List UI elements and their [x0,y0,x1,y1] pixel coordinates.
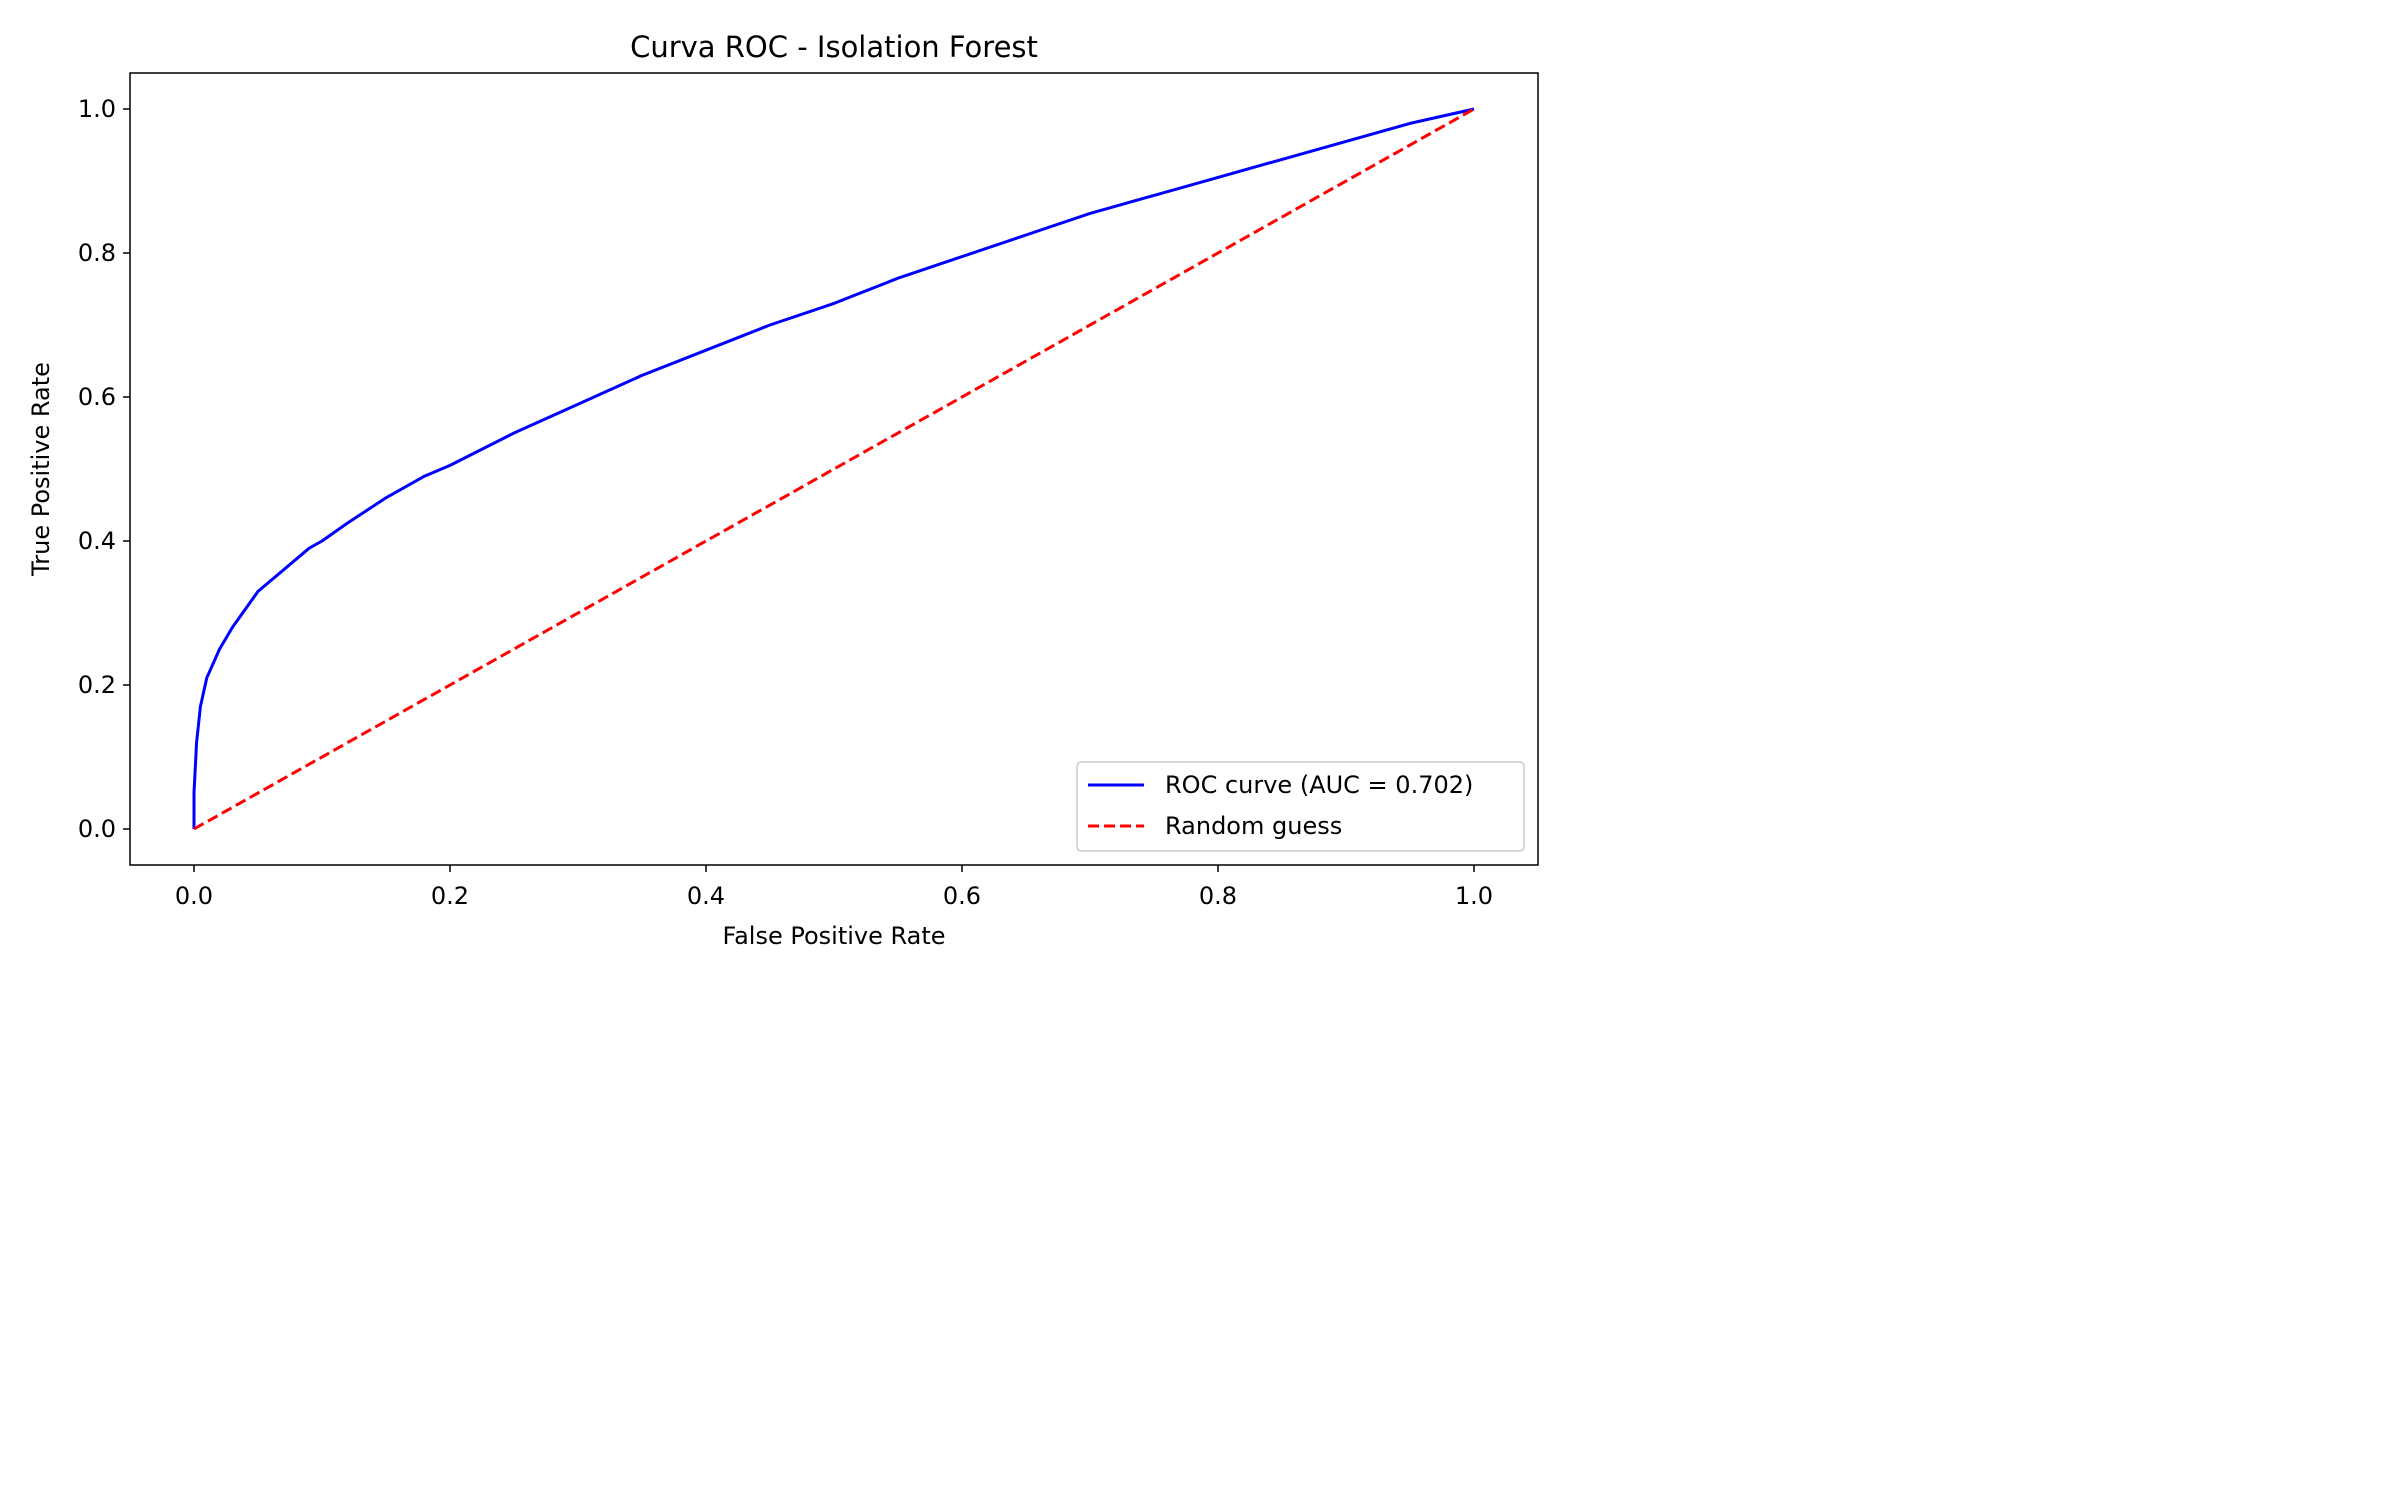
axes-frame [129,72,1539,866]
x-tick-label: 0.0 [175,882,213,910]
legend-frame [1076,761,1525,852]
plot-area [192,107,1475,831]
chart-title: Curva ROC - Isolation Forest [630,30,1038,64]
x-tick-label: 0.2 [431,882,469,910]
x-tick-label: 0.4 [687,882,725,910]
x-tick-label: 0.6 [943,882,981,910]
y-tick-label: 1.0 [78,95,116,123]
x-axis-title: False Positive Rate [722,922,945,950]
legend: ROC curve (AUC = 0.702) Random guess [1076,761,1525,852]
roc-chart: Curva ROC - Isolation Forest 0.0 0.2 0.4 0.… [0,0,1568,980]
y-tick-label: 0.4 [78,527,116,555]
x-tick-label: 1.0 [1455,882,1493,910]
axis-ticks: 0.0 0.2 0.4 0.6 0.8 1.0 0.0 0.2 0.4 0.6 0.8 1.0 [78,95,1493,910]
x-tick-label: 0.8 [1199,882,1237,910]
y-tick-label: 0.2 [78,671,116,699]
random-guess-line [193,107,1475,831]
legend-label-random: Random guess [1165,812,1342,840]
roc-curve-line [192,107,1475,829]
y-tick-label: 0.6 [78,383,116,411]
y-tick-label: 0.0 [78,815,116,843]
y-axis-title: True Positive Rate [27,362,55,577]
legend-label-roc: ROC curve (AUC = 0.702) [1165,771,1473,799]
y-tick-label: 0.8 [78,239,116,267]
